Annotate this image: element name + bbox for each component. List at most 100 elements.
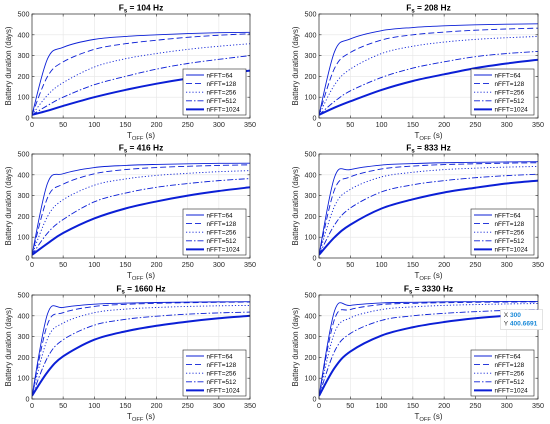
chart-title-sub: s (122, 290, 126, 296)
series-line-nfft-128 (319, 301, 538, 396)
axes-box (31, 13, 251, 119)
x-tick-label: 100 (376, 120, 388, 129)
y-axis-label: Battery duration (days) (291, 26, 300, 105)
y-tick-label: 400 (18, 170, 30, 179)
y-tick-label: 100 (18, 93, 30, 102)
x-tick-label: 150 (119, 401, 131, 410)
x-tick-label: 250 (469, 120, 481, 129)
x-tick-label: 50 (346, 260, 354, 269)
x-tick-label: 350 (532, 401, 544, 410)
legend-label: nFFT=64 (207, 212, 234, 219)
y-tick-label: 200 (18, 212, 30, 221)
y-tick-label: 200 (18, 72, 30, 81)
x-axis-label-main: T (414, 412, 419, 421)
legend-label: nFFT=128 (207, 221, 237, 228)
legend-label: nFFT=512 (207, 379, 237, 386)
datatip-x-label: X (504, 312, 510, 319)
chart-title-sub: s (409, 290, 413, 296)
x-axis-label-main: T (127, 412, 132, 421)
x-tick-label: 350 (244, 260, 256, 269)
chart-title-main: F (406, 3, 411, 13)
series-line-nfft-512 (32, 311, 250, 397)
datatip-x-row: X 300 (504, 312, 522, 319)
y-tick-label: 500 (305, 10, 317, 19)
legend-label: nFFT=128 (207, 81, 237, 88)
datatip-y-value: 400.6691 (510, 321, 538, 328)
legend-label: nFFT=512 (495, 98, 525, 105)
datatip-box (500, 309, 543, 330)
chart-title-sub: s (124, 149, 128, 155)
chart-title: Fs = 833 Hz (406, 143, 451, 155)
chart-title: Fs = 1660 Hz (116, 284, 165, 296)
x-axis-label: TOFF (s) (127, 131, 155, 142)
x-axis-label-sub: OFF (132, 136, 144, 142)
x-tick-label: 350 (244, 120, 256, 129)
chart-title: Fs = 104 Hz (119, 3, 164, 15)
x-tick-label: 150 (407, 401, 419, 410)
x-axis-label-unit: (s) (143, 271, 155, 280)
x-tick-label: 200 (438, 260, 450, 269)
x-tick-label: 0 (30, 401, 34, 410)
x-tick-label: 50 (346, 120, 354, 129)
x-tick-label: 100 (88, 260, 100, 269)
x-axis-label-sub: OFF (419, 136, 431, 142)
y-tick-label: 0 (26, 395, 30, 404)
x-axis-label-unit: (s) (143, 131, 155, 140)
x-tick-label: 50 (59, 260, 67, 269)
x-tick-label: 150 (119, 120, 131, 129)
x-tick-label: 100 (88, 401, 100, 410)
y-tick-label: 500 (18, 150, 30, 159)
x-axis-label-main: T (414, 271, 419, 280)
legend-label: nFFT=512 (495, 379, 525, 386)
y-tick-label: 300 (18, 332, 30, 341)
x-tick-label: 0 (317, 260, 321, 269)
datatip-x-value: 300 (510, 312, 521, 319)
chart-panel-6: 0 50 100 150 200 250 300 350 0 100 200 300 400 500 Fs … (291, 284, 544, 424)
legend-label: nFFT=128 (207, 362, 237, 369)
x-tick-label: 300 (213, 260, 225, 269)
x-tick-label: 300 (501, 401, 513, 410)
legend-label: nFFT=256 (207, 371, 237, 378)
legend-label: nFFT=256 (495, 371, 525, 378)
x-tick-label: 0 (317, 120, 321, 129)
y-tick-label: 500 (305, 291, 317, 300)
y-axis-label: Battery duration (days) (291, 166, 300, 245)
chart-title-sub: s (124, 9, 128, 15)
series-line-nfft-1024 (319, 312, 538, 397)
x-tick-label: 50 (59, 120, 67, 129)
x-axis-label: TOFF (s) (127, 271, 155, 282)
x-tick-label: 150 (119, 260, 131, 269)
y-tick-label: 200 (305, 72, 317, 81)
legend-label: nFFT=256 (495, 230, 525, 237)
chart-title-main: F (406, 143, 411, 153)
series-line-nfft-64 (319, 161, 538, 255)
y-tick-label: 0 (313, 395, 317, 404)
x-axis-label: TOFF (s) (127, 412, 155, 423)
series-line-nfft-128 (319, 162, 538, 255)
x-tick-label: 350 (532, 120, 544, 129)
x-tick-label: 300 (213, 120, 225, 129)
x-tick-label: 250 (182, 401, 194, 410)
x-axis-label-unit: (s) (431, 131, 443, 140)
x-tick-label: 200 (151, 260, 163, 269)
y-tick-label: 500 (305, 150, 317, 159)
series-line-nfft-128 (32, 33, 250, 116)
x-tick-label: 200 (151, 120, 163, 129)
series-line-nfft-64 (319, 300, 538, 396)
x-tick-label: 0 (30, 260, 34, 269)
x-tick-label: 200 (438, 120, 450, 129)
x-tick-label: 300 (213, 401, 225, 410)
y-axis-label: Battery duration (days) (4, 307, 13, 386)
legend-label: nFFT=1024 (495, 247, 529, 254)
y-tick-label: 0 (26, 254, 30, 263)
chart-title-main: F (119, 143, 124, 153)
chart-title-sub: s (411, 9, 415, 15)
chart-title: Fs = 416 Hz (119, 143, 164, 155)
